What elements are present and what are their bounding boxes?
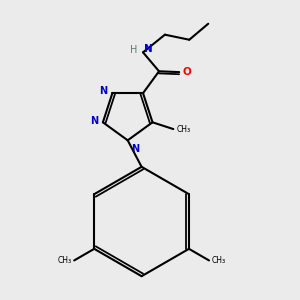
- Text: H: H: [130, 45, 137, 55]
- Text: O: O: [183, 67, 191, 77]
- Text: CH₃: CH₃: [212, 256, 226, 265]
- Text: N: N: [90, 116, 98, 126]
- Text: N: N: [131, 144, 139, 154]
- Text: N: N: [99, 86, 107, 97]
- Text: CH₃: CH₃: [176, 124, 190, 134]
- Text: CH₃: CH₃: [57, 256, 71, 265]
- Text: N: N: [144, 44, 153, 54]
